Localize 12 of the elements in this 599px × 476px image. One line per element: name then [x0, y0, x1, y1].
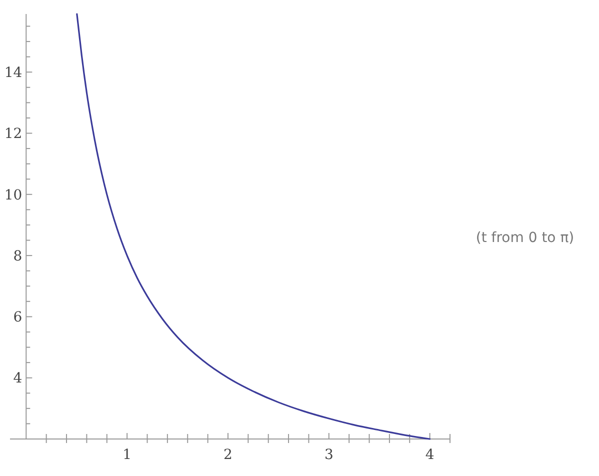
- y-tick-label: 4: [13, 370, 22, 387]
- y-tick-label: 10: [4, 187, 22, 204]
- y-tick-label: 14: [4, 64, 22, 81]
- x-tick-label: 3: [324, 447, 334, 463]
- x-tick-label: 4: [425, 447, 434, 463]
- x-tick-label: 1: [122, 447, 132, 463]
- y-tick-label: 6: [13, 310, 22, 326]
- line-series: [76, 13, 431, 440]
- x-tick-label: 2: [224, 447, 232, 463]
- y-tick-label: 8: [13, 248, 22, 264]
- y-tick-label: 12: [4, 126, 22, 142]
- text: (t from 0 to π): [476, 230, 574, 246]
